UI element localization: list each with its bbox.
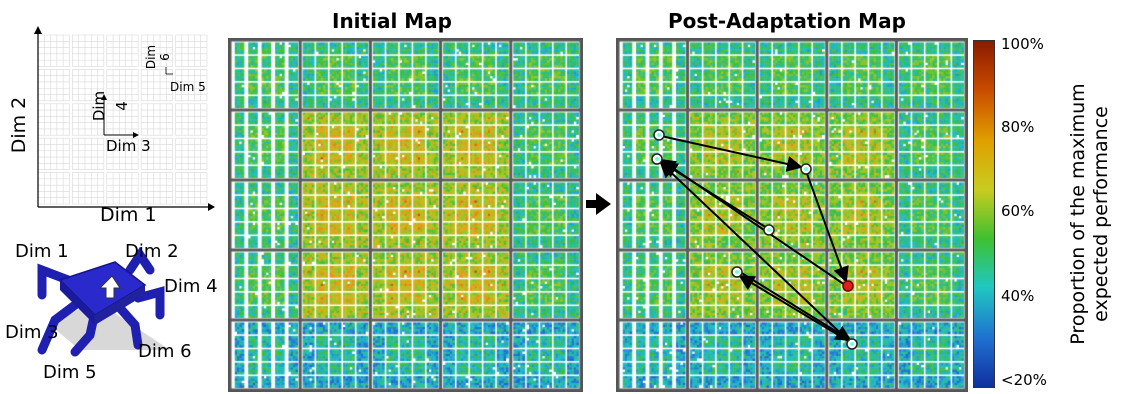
colorbar-label-line2: expected performance [1090,106,1112,322]
colorbar-tick-100: 100% [1001,35,1044,53]
initial-map-title: Initial Map [332,9,452,33]
robot-dim5-label: Dim 5 [43,362,97,383]
adaptation-trials-overlay [651,129,858,350]
colorbar-tick-80: 80% [1001,118,1035,136]
colorbar-tick-60: 60% [1001,202,1035,220]
colorbar-label-line1: Proportion of the maximum [1067,83,1089,345]
colorbar-tick-40: 40% [1001,287,1035,305]
initial-map [228,38,583,392]
post-adaptation-map [616,38,968,392]
schematic-dim4-label: Dim 4 [90,90,131,122]
hexapod-robot-image [37,246,170,357]
schematic-dim2-label: Dim 2 [8,96,30,154]
dimension-schematic [34,26,215,211]
colorbar-tick-20: <20% [1001,371,1047,389]
robot-dim1-label: Dim 1 [15,241,69,262]
colorbar [973,40,995,388]
schematic-dim6-label: Dim 6 [144,44,172,70]
robot-dim4-label: Dim 4 [164,276,218,297]
robot-dim6-label: Dim 6 [138,341,192,362]
schematic-dim3-label: Dim 3 [106,137,151,155]
schematic-dim5-label: Dim 5 [170,80,206,94]
robot-dim2-label: Dim 2 [125,241,179,262]
right-arrow-icon [586,193,611,215]
robot-dim3-label: Dim 3 [5,322,59,343]
post-adaptation-map-title: Post-Adaptation Map [668,9,906,33]
schematic-dim1-label: Dim 1 [100,204,157,226]
colorbar-label: Proportion of the maximum expected perfo… [1067,38,1113,390]
